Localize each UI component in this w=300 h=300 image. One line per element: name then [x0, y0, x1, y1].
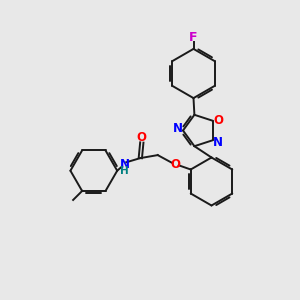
Text: O: O	[137, 130, 147, 144]
Text: F: F	[189, 31, 198, 44]
Text: O: O	[170, 158, 180, 171]
Text: O: O	[213, 114, 223, 127]
Text: N: N	[213, 136, 223, 149]
Text: N: N	[173, 122, 183, 136]
Text: H: H	[120, 166, 129, 176]
Text: N: N	[119, 158, 129, 171]
